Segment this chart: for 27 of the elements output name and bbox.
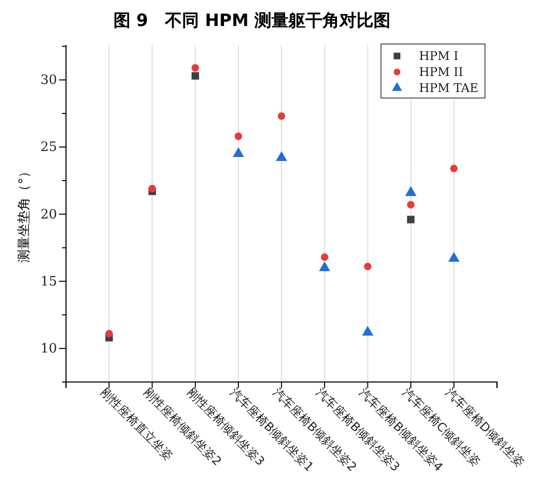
point: [407, 201, 415, 209]
point: [232, 147, 244, 158]
y-tick-label: 15: [40, 274, 57, 290]
point: [148, 184, 156, 192]
point: [192, 64, 200, 72]
point: [278, 112, 286, 120]
legend-label: HPM TAE: [419, 81, 478, 96]
y-tick-label: 30: [40, 73, 57, 88]
point: [320, 253, 328, 261]
point: [450, 164, 458, 172]
point: [448, 252, 460, 262]
point: [362, 326, 374, 336]
point: [192, 72, 200, 80]
point: [105, 330, 113, 338]
y-tick-label: 25: [40, 140, 57, 156]
point: [276, 151, 288, 162]
legend-label: HPM I: [419, 49, 459, 64]
point: [364, 262, 372, 270]
legend-label: HPM II: [419, 65, 464, 80]
y-tick-label: 10: [40, 342, 57, 357]
y-axis-title: 测量坐垫角（°）: [17, 164, 32, 262]
point: [407, 216, 415, 224]
point: [234, 132, 242, 140]
point: [405, 186, 416, 196]
chart-title: 图 9 不同 HPM 测量躯干角对比图: [113, 11, 391, 31]
y-tick-label: 20: [40, 207, 57, 222]
point: [318, 261, 330, 272]
